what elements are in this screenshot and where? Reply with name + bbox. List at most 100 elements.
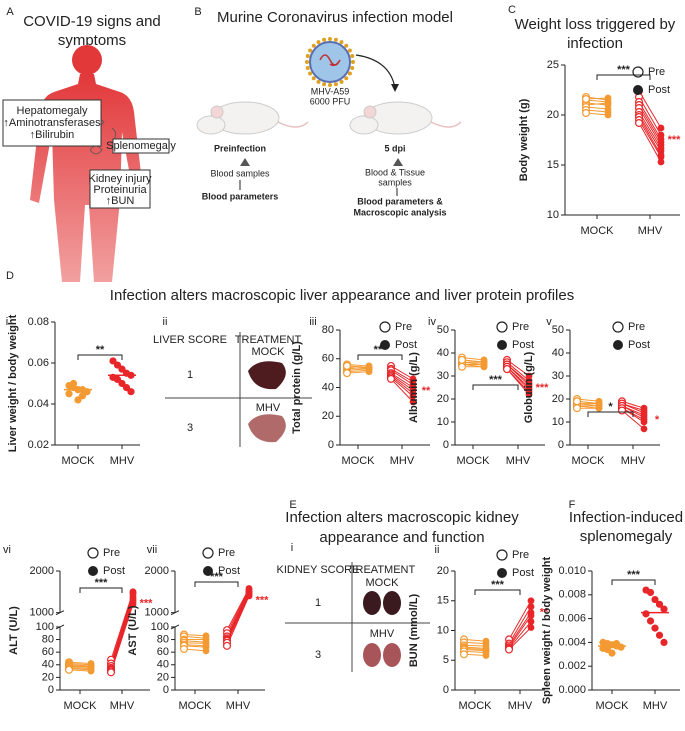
x-tick-label: MHV	[638, 225, 663, 237]
y-tick-label: 20	[547, 109, 559, 121]
y-tick-label: 40	[322, 381, 334, 393]
liver-photo	[248, 414, 286, 443]
y-tick-label: 2000	[145, 565, 169, 577]
y-axis-label: Body weight (g)	[518, 98, 530, 181]
pre-point	[581, 108, 590, 117]
panel-label: ii	[163, 316, 168, 328]
post-point	[365, 363, 373, 371]
virus-spike	[322, 37, 327, 42]
virus	[309, 41, 351, 83]
y-axis-label: BUN (mmol/L)	[408, 594, 420, 668]
y-tick-label: 0	[558, 439, 564, 451]
y-tick-label: 0.04	[28, 398, 49, 410]
post-point	[604, 99, 612, 107]
y-tick-label: 15	[547, 159, 559, 171]
label: Macroscopic analysis	[353, 207, 446, 217]
y-tick-label: 0.02	[28, 439, 49, 451]
y-tick-label: 20	[437, 565, 449, 577]
virus-spike	[339, 40, 344, 45]
significance-label: **	[422, 385, 431, 397]
y-tick-label: 0	[443, 684, 449, 696]
pre-point	[180, 645, 189, 654]
y-axis-label: Globulin (g/L)	[523, 351, 535, 423]
panel-label: vi	[3, 544, 11, 556]
legend-label: Pre	[628, 321, 645, 333]
x-tick-label: MOCK	[342, 455, 376, 467]
point	[646, 617, 655, 625]
post-point	[527, 603, 535, 611]
point	[655, 600, 664, 608]
liver-photo	[248, 361, 286, 390]
point	[69, 379, 78, 388]
y-tick-label: 0	[443, 439, 449, 451]
pre-point	[503, 365, 512, 374]
point	[646, 588, 655, 597]
label: Blood & Tissue	[365, 167, 425, 177]
y-axis-label: ALT (U/L)	[8, 606, 20, 655]
legend-label: Pre	[103, 547, 120, 559]
legend-marker	[497, 568, 507, 578]
y-tick-label: 0.08	[28, 316, 49, 328]
panel-label: iii	[309, 316, 316, 328]
mouse-ear	[210, 105, 224, 119]
virus-spike	[344, 43, 349, 48]
significance-label: ***	[489, 374, 503, 386]
y-tick-label: 0	[163, 684, 169, 696]
label: samples	[378, 177, 412, 187]
box	[2, 99, 102, 147]
y-tick-label: 5	[443, 654, 449, 666]
pre-point	[460, 650, 469, 659]
table-header: LIVER SCORE	[153, 334, 227, 346]
virus-spike	[311, 43, 316, 48]
pre-point	[572, 397, 581, 406]
legend-marker	[496, 321, 508, 333]
y-tick-label: 0	[328, 439, 334, 451]
y-tick-label: 1000	[145, 607, 169, 619]
kidney-photo	[383, 591, 401, 615]
significance-label: ***	[627, 569, 641, 581]
legend-label: Post	[628, 339, 650, 351]
post-point	[480, 358, 488, 366]
legend-label: Post	[512, 567, 534, 579]
significance-bracket	[194, 581, 239, 587]
post-point	[595, 400, 603, 407]
legend-marker	[497, 340, 507, 350]
table-cell: 3	[315, 649, 321, 661]
pre-point	[343, 369, 352, 378]
significance-bracket	[596, 74, 651, 80]
y-tick-label: 0.008	[558, 589, 586, 601]
virus-spike	[344, 76, 349, 81]
table-header: KIDNEY SCORE	[277, 564, 360, 576]
significance-label: **	[96, 344, 105, 356]
post-point	[527, 597, 535, 605]
significance-label: ***	[536, 382, 550, 394]
virus-spike	[316, 79, 321, 84]
legend-marker	[633, 85, 643, 95]
table-cell: MHV	[256, 402, 281, 414]
virus-spike	[305, 54, 310, 59]
y-tick-label: 10	[547, 209, 559, 221]
x-tick-label: MOCK	[596, 700, 630, 712]
post-point	[525, 391, 533, 398]
significance-label: ***	[140, 598, 154, 610]
post-point	[604, 94, 612, 102]
y-tick-label: 0.004	[558, 636, 586, 648]
post-point	[527, 612, 535, 620]
y-tick-label: 80	[42, 633, 54, 645]
y-tick-label: 40	[42, 659, 54, 671]
y-axis-label: Liver weight / body weight	[7, 314, 19, 452]
pair-line	[226, 588, 250, 631]
chart-title: infection	[567, 35, 623, 52]
point	[651, 595, 659, 604]
label: Preinfection	[214, 143, 266, 153]
pair-line	[506, 368, 530, 395]
y-tick-label: 20	[437, 393, 449, 405]
point	[78, 392, 87, 400]
virus-spike	[322, 82, 327, 87]
pre-point	[505, 645, 514, 654]
y-tick-label: 40	[437, 347, 449, 359]
pair-line	[638, 122, 662, 163]
label: Blood parameters &	[357, 196, 443, 206]
y-tick-label: 30	[552, 370, 564, 382]
label: MHV-A59	[311, 86, 350, 96]
